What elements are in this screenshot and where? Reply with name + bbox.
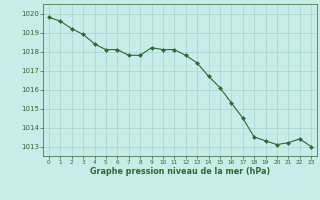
X-axis label: Graphe pression niveau de la mer (hPa): Graphe pression niveau de la mer (hPa): [90, 167, 270, 176]
